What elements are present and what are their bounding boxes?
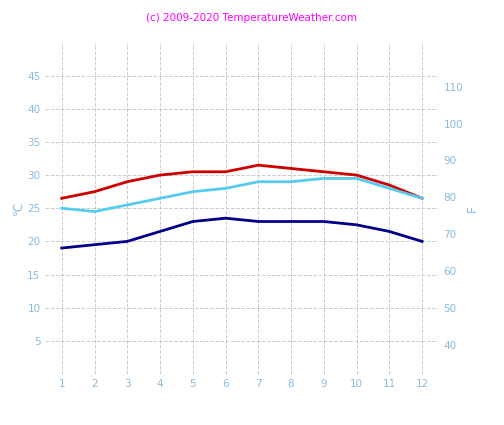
Y-axis label: °C: °C — [12, 201, 25, 215]
Text: (c) 2009-2020 TemperatureWeather.com: (c) 2009-2020 TemperatureWeather.com — [147, 13, 357, 23]
Y-axis label: F: F — [466, 205, 479, 212]
